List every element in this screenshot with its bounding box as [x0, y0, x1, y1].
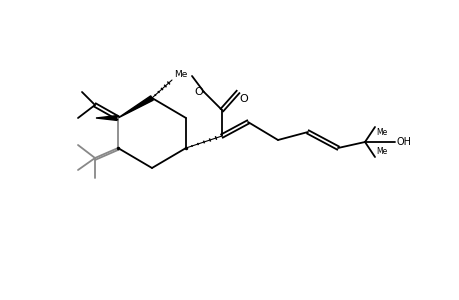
Text: Me: Me [174, 70, 187, 79]
Text: O: O [239, 94, 247, 104]
Polygon shape [96, 116, 118, 121]
Text: OH: OH [396, 137, 411, 147]
Text: Me: Me [375, 147, 386, 156]
Text: O: O [194, 87, 202, 97]
Text: Me: Me [375, 128, 386, 137]
Polygon shape [118, 96, 153, 118]
